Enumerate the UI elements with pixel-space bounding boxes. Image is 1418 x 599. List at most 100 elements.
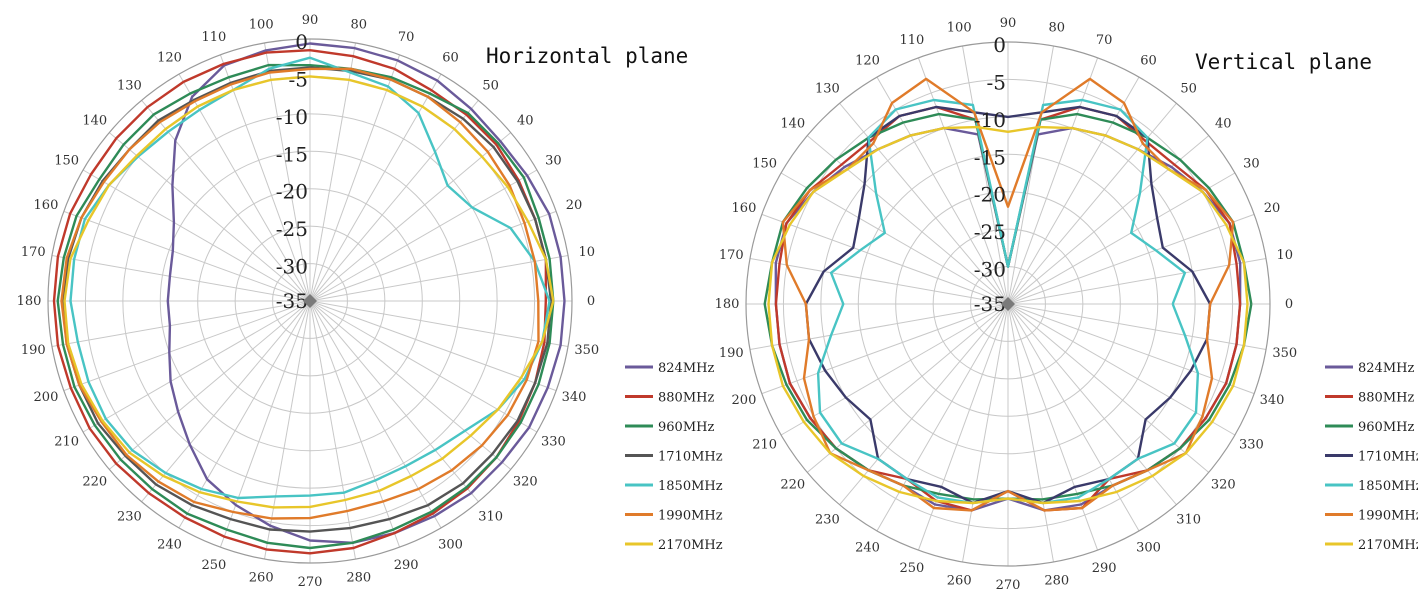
horizontal-plane-polar-chart: Horizontal plane 0 10 20 30 40 50 60 70 80 90 100 1…: [17, 13, 723, 590]
grid-spoke: [917, 303, 1009, 551]
grid-ring: [745, 41, 1271, 567]
angle-tick-label: 280: [1044, 574, 1069, 589]
grid-spoke: [780, 172, 1009, 305]
legend-label: 1710MHz: [658, 450, 723, 465]
grid-ring: [272, 263, 348, 339]
grid-spoke: [309, 300, 356, 560]
angle-tick-label: 0: [587, 294, 595, 309]
grid-ring: [122, 113, 498, 489]
angle-tick-label: 330: [1239, 438, 1264, 453]
angle-tick-label: 220: [82, 475, 107, 490]
angle-tick-label: 100: [249, 17, 274, 32]
grid-spoke: [219, 300, 311, 548]
angle-tick-label: 310: [478, 509, 503, 524]
grid-ring: [857, 153, 1159, 455]
legend-item: 1990MHz: [625, 509, 723, 524]
legend-item: 2170MHz: [625, 538, 723, 553]
angle-tick-label: 130: [815, 82, 840, 97]
grid-spoke: [51, 300, 311, 347]
grid-spoke: [309, 42, 356, 302]
grid-spoke: [917, 57, 1009, 305]
angle-tick-label: 210: [752, 438, 777, 453]
grid-spoke: [962, 45, 1009, 305]
series-line-1990MHz: [60, 67, 540, 520]
grid-ring: [234, 225, 386, 377]
legend-item: 2170MHz: [1325, 538, 1418, 553]
radial-tick-label: -10: [974, 108, 1006, 132]
angle-tick-label: 110: [201, 30, 226, 45]
grid-spoke: [51, 255, 311, 302]
legend-item: 824MHz: [1325, 361, 1414, 376]
angle-tick-label: 130: [117, 79, 142, 94]
angle-tick-label: 230: [117, 509, 142, 524]
grid-spoke: [749, 258, 1009, 305]
angle-tick-label: 30: [1243, 157, 1260, 172]
grid-spoke: [1007, 213, 1255, 305]
angle-tick-label: 220: [780, 478, 805, 493]
grid-spoke: [1007, 303, 1255, 395]
grid-spoke: [1007, 57, 1099, 305]
angle-tick-label: 270: [996, 578, 1021, 593]
grid-ring: [895, 191, 1121, 417]
angle-tick-label: 190: [719, 346, 744, 361]
radial-tick-label: -5: [289, 67, 308, 91]
legend-label: 1850MHz: [658, 479, 723, 494]
angle-tick-label: 150: [54, 154, 79, 169]
grid-spoke: [108, 300, 311, 470]
legend: 824MHz 880MHz 960MHz 1710MHz 1850MHz 1990MHz 2…: [1325, 361, 1418, 553]
angle-tick-label: 340: [562, 390, 587, 405]
angle-tick-label: 60: [1140, 54, 1157, 69]
grid-ring: [47, 38, 573, 564]
legend-label: 960MHz: [1358, 420, 1414, 435]
angle-tick-label: 90: [302, 13, 319, 28]
series-line-880MHz: [52, 49, 548, 555]
series-line-1990MHz: [781, 77, 1235, 512]
legend-item: 1850MHz: [1325, 479, 1418, 494]
grid-spoke: [1007, 303, 1140, 532]
grid-spoke: [264, 300, 311, 560]
grid-spoke: [309, 300, 442, 529]
angle-tick-label: 200: [732, 393, 757, 408]
angle-tick-label: 50: [1180, 82, 1197, 97]
grid-spoke: [309, 300, 479, 503]
chart-title: Horizontal plane: [486, 44, 688, 68]
angle-tick-label: 270: [298, 575, 323, 590]
radial-tick-label: -15: [276, 142, 308, 166]
radial-tick-label: -10: [276, 105, 308, 129]
grid-spoke: [309, 99, 479, 302]
angle-tick-label: 180: [715, 297, 740, 312]
legend-label: 960MHz: [658, 420, 714, 435]
angle-tick-label: 350: [574, 343, 599, 358]
legend-item: 1710MHz: [625, 450, 723, 465]
grid-spoke: [839, 102, 1009, 305]
grid-spoke: [178, 73, 311, 302]
angle-tick-label: 320: [513, 475, 538, 490]
grid-spoke: [806, 135, 1009, 305]
angle-tick-labels: 0 10 20 30 40 50 60 70 80 90 100 110 120 130 140 150 160…: [715, 16, 1298, 593]
angle-tick-label: 20: [1264, 201, 1281, 216]
chart-title: Vertical plane: [1195, 50, 1372, 74]
angle-tick-label: 90: [1000, 16, 1017, 31]
angle-tick-label: 160: [732, 201, 757, 216]
grid-spoke: [1007, 303, 1210, 473]
series-line-2170MHz: [767, 125, 1249, 505]
grid-spoke: [63, 210, 311, 302]
series-line-2170MHz: [63, 75, 555, 509]
angle-tick-label: 250: [899, 561, 924, 576]
legend-item: 960MHz: [625, 420, 714, 435]
radial-tick-labels: 0 -5 -10 -15 -20 -25 -30 -35: [974, 33, 1006, 316]
angle-tick-label: 40: [1215, 116, 1232, 131]
grid-spoke: [839, 303, 1009, 506]
polar-grid: [47, 38, 573, 564]
series-lines: [763, 77, 1253, 512]
angle-tick-label: 230: [815, 512, 840, 527]
angle-tick-label: 60: [442, 51, 459, 66]
angle-tick-label: 290: [394, 558, 419, 573]
angle-tick-label: 300: [1136, 540, 1161, 555]
radial-tick-label: -15: [974, 145, 1006, 169]
angle-tick-label: 110: [899, 33, 924, 48]
angle-tick-label: 80: [1049, 20, 1066, 35]
grid-spoke: [1007, 303, 1267, 350]
angle-tick-label: 120: [157, 51, 182, 66]
